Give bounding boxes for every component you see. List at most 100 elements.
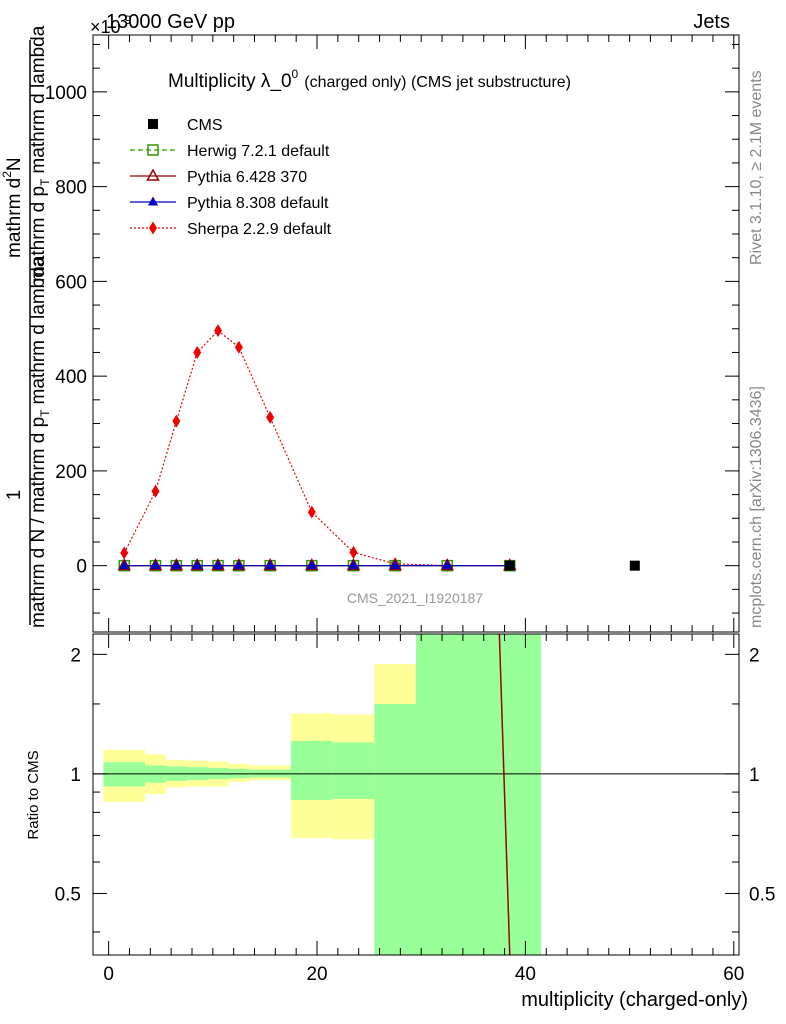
legend-label: Pythia 6.428 370	[187, 169, 307, 186]
x-tick-label: 0	[103, 964, 114, 985]
x-axis-label: multiplicity (charged-only)	[521, 989, 748, 1011]
legend-label: CMS	[187, 117, 223, 134]
ylabel-inner-num-tail: N	[4, 157, 25, 171]
main-y-tick-label: 400	[55, 367, 87, 388]
data-point-sherpa-2-2-9-default	[349, 545, 358, 559]
ylabel-inner-num-text: mathrm d	[4, 178, 25, 258]
x-tick-label: 60	[723, 964, 744, 985]
legend-label: Sherpa 2.2.9 default	[187, 221, 332, 238]
ylabel-inner-den-sub: T	[38, 178, 52, 186]
exponent-value: -9	[121, 13, 132, 27]
ylabel-inner-num-sup: 2	[0, 171, 14, 178]
data-point-cms	[629, 560, 640, 571]
data-point-pythia-6-428-370	[305, 558, 319, 571]
ylabel-den-text: mathrm d N / mathrm d p	[28, 417, 49, 628]
data-point-pythia-8-308-default	[150, 560, 161, 570]
data-point-sherpa-2-2-9-default	[193, 345, 202, 359]
series-line-sherpa-2-2-9-default	[123, 329, 448, 567]
ratio-panel: 0.5 0.5 1 1 2 2 Ratio to CMS	[25, 633, 775, 956]
ratio-ylabel: Ratio to CMS	[25, 750, 42, 839]
ratio-inner-band	[332, 742, 375, 799]
ratio-bands	[103, 634, 542, 955]
legend-marker	[149, 221, 157, 235]
main-ylabel: 1 mathrm d N / mathrm d pTmathrm d lambd…	[0, 25, 52, 628]
ylabel-den-sub: T	[38, 409, 52, 417]
data-point-pythia-8-308-default	[348, 560, 359, 570]
x-tick-label: 20	[306, 964, 327, 985]
data-point-pythia-8-308-default	[213, 560, 224, 570]
data-point-pythia-8-308-default	[390, 560, 401, 570]
data-point-pythia-6-428-370	[190, 558, 204, 571]
ratio-y-tick-label: 0.5	[55, 884, 81, 905]
ratio-series-layer	[93, 633, 739, 956]
data-point-pythia-6-428-370	[211, 558, 225, 571]
title-main: Multiplicity λ_0	[168, 71, 292, 92]
legend-label: Herwig 7.2.1 default	[187, 143, 330, 160]
data-point-sherpa-2-2-9-default	[151, 484, 160, 498]
mcplots-label: mcplots.cern.ch [arXiv:1306.3436]	[748, 386, 765, 628]
x-axis-labels: 0 20 40 60	[103, 964, 744, 985]
x-tick-label: 40	[515, 964, 536, 985]
legend: CMS Herwig 7.2.1 default Pythia 6.428 370 P…	[130, 117, 332, 238]
rivet-label: Rivet 3.1.10, ≥ 2.1M events	[748, 70, 765, 265]
ratio-y-tick-label: 2	[70, 645, 81, 666]
watermark: CMS_2021_I1920187	[347, 590, 483, 606]
ylabel-den: mathrm d N / mathrm d pTmathrm d lambda	[28, 256, 52, 628]
main-y-tick-label: 800	[55, 178, 87, 199]
data-point-pythia-8-308-default	[171, 560, 182, 570]
data-point-pythia-6-428-370	[263, 558, 277, 571]
header-right: Jets	[693, 11, 730, 33]
data-point-pythia-6-428-370	[148, 558, 163, 571]
main-panel: 0 200 400 600 800 1000 CMS_2021_I1920187 Mult…	[45, 34, 740, 633]
exponent-base: ×10	[90, 17, 121, 37]
data-point-pythia-6-428-370	[440, 558, 455, 571]
ratio-series-line	[498, 633, 511, 956]
data-point-sherpa-2-2-9-default	[307, 505, 316, 519]
main-title: Multiplicity λ_00 (charged only) (CMS jet…	[168, 67, 571, 92]
title-sub: (charged only) (CMS jet substructure)	[304, 74, 571, 91]
main-y-tick-label: 1000	[45, 83, 87, 104]
data-point-pythia-8-308-default	[192, 560, 203, 570]
header-left: 13000 GeV pp	[106, 11, 235, 33]
data-point-pythia-6-428-370	[117, 558, 132, 571]
main-axes: 0 200 400 600 800 1000	[45, 35, 739, 632]
main-y-tick-label: 200	[55, 462, 87, 483]
ratio-frame	[92, 633, 740, 956]
ylabel-inner-den-text: mathrm d p	[28, 186, 49, 282]
title-sup: 0	[292, 67, 299, 81]
main-frame	[92, 34, 740, 633]
data-point-sherpa-2-2-9-default	[120, 546, 129, 560]
data-point-pythia-8-308-default	[442, 560, 453, 570]
legend-marker	[148, 119, 158, 129]
ratio-inner-band	[290, 741, 333, 800]
data-point-pythia-8-308-default	[265, 560, 276, 570]
data-point-pythia-6-428-370	[346, 558, 361, 571]
ylabel-inner-den-tail: mathrm d lambda	[28, 25, 49, 173]
data-point-pythia-8-308-default	[119, 560, 130, 570]
legend-marker	[147, 144, 159, 156]
main-y-tick-label: 600	[55, 272, 87, 293]
ratio-inner-band	[416, 634, 542, 955]
data-point-cms	[504, 560, 515, 571]
data-point-pythia-8-308-default	[233, 560, 244, 570]
data-point-sherpa-2-2-9-default	[234, 340, 243, 354]
legend-marker	[148, 196, 158, 206]
ylabel-inner-den: mathrm d pTmathrm d lambda	[28, 25, 52, 282]
ylabel-num: 1	[4, 490, 25, 501]
ratio-y-tick-label-right: 1	[749, 765, 760, 786]
ratio-inner-band	[374, 703, 416, 955]
ylabel-inner-num: mathrm d2N	[0, 157, 25, 258]
data-point-pythia-6-428-370	[169, 558, 184, 571]
data-point-pythia-8-308-default	[306, 560, 317, 570]
main-series-layer	[117, 324, 640, 573]
ylabel-den-tail: mathrm d lambda	[28, 256, 49, 404]
legend-label: Pythia 8.308 default	[187, 195, 329, 212]
ratio-y-tick-label-right: 0.5	[749, 884, 775, 905]
data-point-sherpa-2-2-9-default	[172, 414, 181, 428]
data-point-sherpa-2-2-9-default	[214, 324, 223, 338]
ratio-y-tick-label-right: 2	[749, 645, 760, 666]
main-y-tick-label: 0	[76, 557, 87, 578]
data-point-pythia-6-428-370	[388, 558, 402, 571]
exponent-marker: ×10-9	[90, 13, 132, 37]
